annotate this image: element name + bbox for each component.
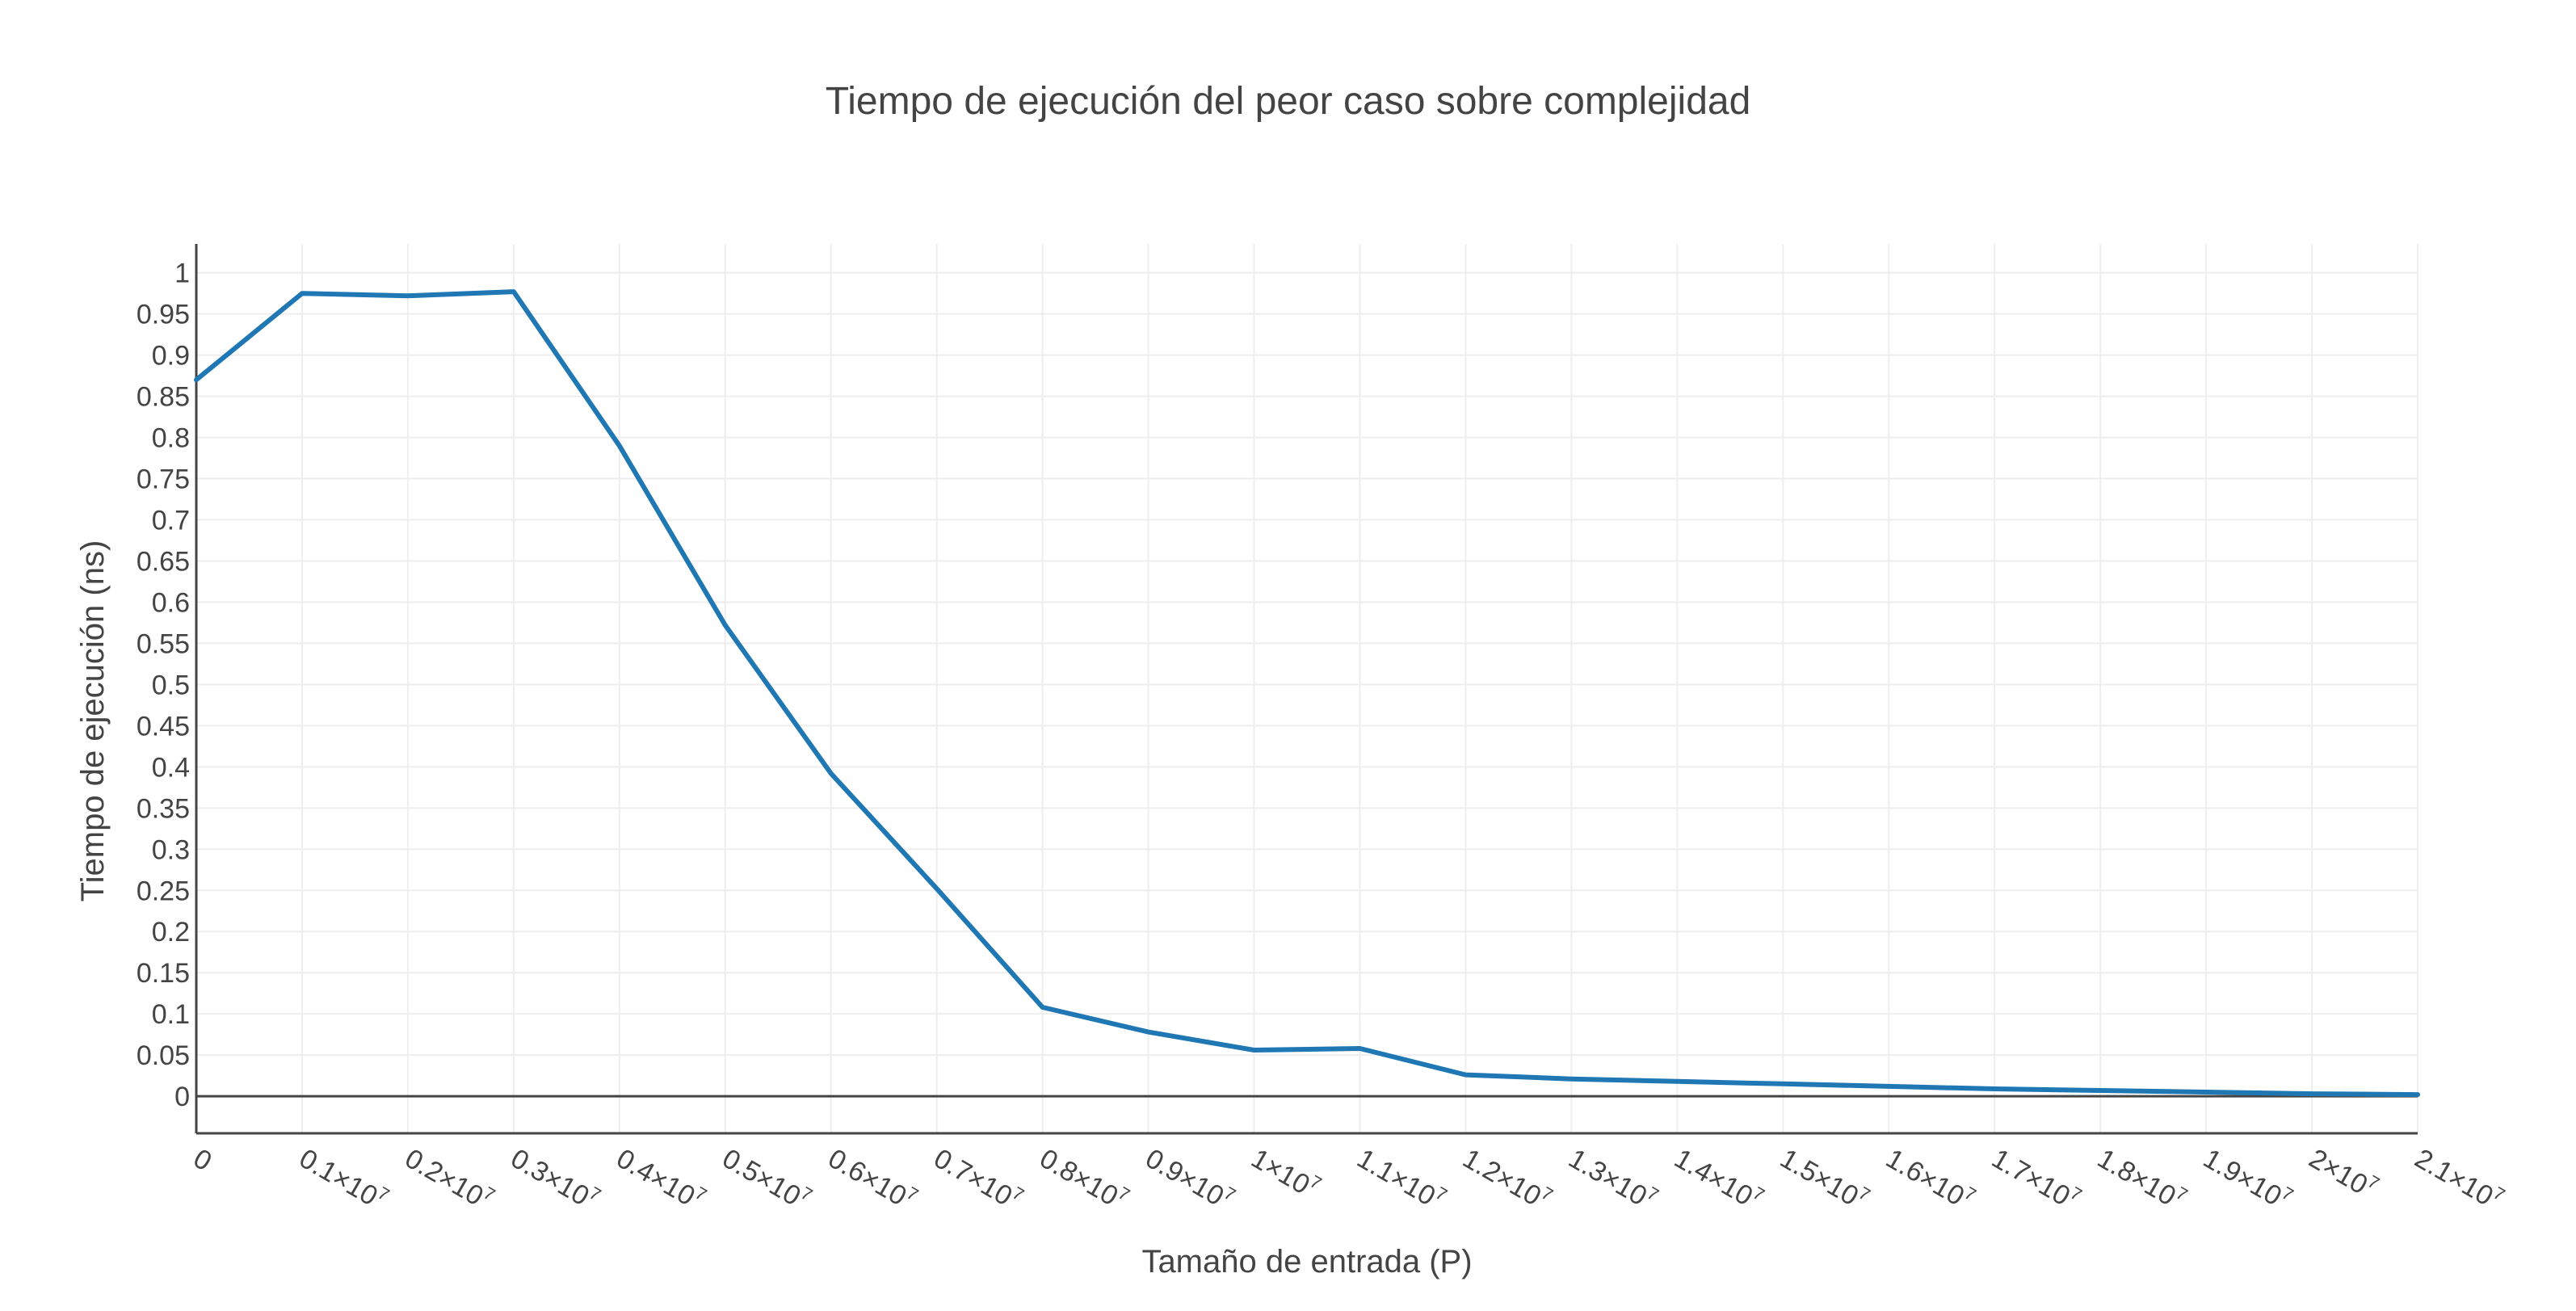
axes bbox=[195, 244, 2418, 1135]
x-tick-label-text: 1×107 bbox=[1246, 1141, 1326, 1206]
x-tick-mantissa: 1.2×10 bbox=[1457, 1143, 1546, 1212]
x-tick-label: 1.2×107 bbox=[1457, 1141, 1557, 1217]
y-tick-label: 0.7 bbox=[152, 506, 190, 536]
x-tick-label: 1.7×107 bbox=[1986, 1141, 2086, 1217]
x-tick-label: 0.4×107 bbox=[611, 1141, 711, 1217]
x-tick-mantissa: 0.1×10 bbox=[294, 1143, 383, 1212]
x-tick-label-text: 1.5×107 bbox=[1775, 1141, 1874, 1217]
y-tick-label: 1 bbox=[174, 258, 190, 289]
y-tick-label: 0.5 bbox=[152, 670, 190, 700]
x-tick-label-text: 2×107 bbox=[2304, 1141, 2383, 1206]
x-tick-label: 1×107 bbox=[1246, 1141, 1326, 1206]
x-tick-label-text: 0.4×107 bbox=[611, 1141, 711, 1217]
x-tick-mantissa: 0.2×10 bbox=[400, 1143, 489, 1212]
x-tick-label: 2×107 bbox=[2304, 1141, 2383, 1206]
tick-labels: 0 0.05 0.1 0.15 0.2 0.25 0.3 0.35 0.4 0.45 0.5 0.55… bbox=[137, 258, 2509, 1217]
x-tick-label-text: 1.9×107 bbox=[2198, 1141, 2297, 1217]
x-tick-label: 1.5×107 bbox=[1775, 1141, 1874, 1217]
x-tick-mantissa: 1.4×10 bbox=[1669, 1143, 1758, 1212]
x-tick-label-text: 0 bbox=[188, 1143, 216, 1177]
x-tick-label-text: 0.7×107 bbox=[929, 1141, 1028, 1217]
x-tick-label: 0.6×107 bbox=[823, 1141, 922, 1217]
x-tick-label: 1.1×107 bbox=[1351, 1141, 1451, 1217]
x-tick-mantissa: 1.3×10 bbox=[1563, 1143, 1652, 1212]
x-tick-label: 2.1×107 bbox=[2410, 1141, 2509, 1217]
y-tick-label: 0.55 bbox=[137, 628, 190, 659]
x-tick-mantissa: 0.6×10 bbox=[823, 1143, 912, 1212]
x-tick-mantissa: 0.3×10 bbox=[506, 1143, 595, 1212]
y-tick-label: 0.8 bbox=[152, 423, 190, 454]
x-tick-label: 0.5×107 bbox=[717, 1141, 817, 1217]
x-tick-label: 1.3×107 bbox=[1563, 1141, 1662, 1217]
y-tick-label: 0.25 bbox=[137, 876, 190, 906]
x-tick-label-text: 0.3×107 bbox=[506, 1141, 605, 1217]
x-tick-label: 0.2×107 bbox=[400, 1141, 499, 1217]
y-tick-label: 0.05 bbox=[137, 1040, 190, 1071]
grid bbox=[196, 244, 2418, 1133]
x-tick-label-text: 2.1×107 bbox=[2410, 1141, 2509, 1217]
series bbox=[194, 289, 2420, 1098]
x-tick-label: 1.8×107 bbox=[2092, 1141, 2191, 1217]
y-tick-label: 0.35 bbox=[137, 793, 190, 824]
x-tick-mantissa: 1.5×10 bbox=[1775, 1143, 1864, 1212]
x-tick-label: 1.6×107 bbox=[1881, 1141, 1980, 1217]
x-tick-label: 0.8×107 bbox=[1035, 1141, 1134, 1217]
y-tick-label: 0.95 bbox=[137, 300, 190, 330]
x-tick-label: 1.4×107 bbox=[1669, 1141, 1768, 1217]
x-tick-label-text: 0.6×107 bbox=[823, 1141, 922, 1217]
x-tick-label: 0.1×107 bbox=[294, 1141, 393, 1217]
x-tick-label: 0.3×107 bbox=[506, 1141, 605, 1217]
y-tick-label: 0.6 bbox=[152, 587, 190, 618]
x-tick-mantissa: 0.5×10 bbox=[717, 1143, 806, 1212]
x-tick-mantissa: 1.9×10 bbox=[2198, 1143, 2287, 1212]
x-tick-label-text: 0.5×107 bbox=[717, 1141, 817, 1217]
x-tick-label-text: 1.1×107 bbox=[1351, 1141, 1451, 1217]
x-tick-mantissa: 1.1×10 bbox=[1351, 1143, 1440, 1212]
y-tick-label: 0.2 bbox=[152, 917, 190, 948]
x-tick-label-text: 0.1×107 bbox=[294, 1141, 393, 1217]
x-tick-label-text: 1.6×107 bbox=[1881, 1141, 1980, 1217]
x-tick-label-text: 0.9×107 bbox=[1141, 1141, 1240, 1217]
x-tick-label: 0.7×107 bbox=[929, 1141, 1028, 1217]
y-axis-title: Tiempo de ejecución (ns) bbox=[75, 540, 111, 902]
x-tick-label-text: 1.4×107 bbox=[1669, 1141, 1768, 1217]
y-tick-label: 0.9 bbox=[152, 341, 190, 372]
x-axis-title: Tamaño de entrada (P) bbox=[1141, 1244, 1472, 1279]
x-tick-mantissa: 1×10 bbox=[1246, 1143, 1315, 1200]
x-tick-label: 0 bbox=[188, 1143, 216, 1177]
x-tick-mantissa: 0.7×10 bbox=[929, 1143, 1018, 1212]
x-tick-mantissa: 1.7×10 bbox=[1986, 1143, 2075, 1212]
y-tick-label: 0.15 bbox=[137, 958, 190, 989]
y-tick-label: 0 bbox=[174, 1082, 190, 1112]
x-tick-mantissa: 1.6×10 bbox=[1881, 1143, 1969, 1212]
series-line-0 bbox=[194, 289, 2420, 1098]
y-tick-label: 0.85 bbox=[137, 382, 190, 413]
y-tick-label: 0.75 bbox=[137, 464, 190, 495]
y-tick-label: 0.1 bbox=[152, 999, 190, 1030]
x-tick-mantissa: 0.4×10 bbox=[611, 1143, 700, 1212]
x-tick-mantissa: 0.9×10 bbox=[1141, 1143, 1229, 1212]
x-tick-mantissa: 2×10 bbox=[2304, 1143, 2372, 1200]
chart-title: Tiempo de ejecución del peor caso sobre … bbox=[825, 80, 1751, 123]
y-tick-label: 0.45 bbox=[137, 711, 190, 742]
x-tick-label-text: 1.7×107 bbox=[1986, 1141, 2086, 1217]
x-tick-label-text: 0.8×107 bbox=[1035, 1141, 1134, 1217]
x-tick-mantissa: 0 bbox=[188, 1143, 216, 1177]
y-tick-label: 0.3 bbox=[152, 834, 190, 865]
x-tick-mantissa: 2.1×10 bbox=[2410, 1143, 2498, 1212]
x-tick-label: 1.9×107 bbox=[2198, 1141, 2297, 1217]
x-tick-label-text: 0.2×107 bbox=[400, 1141, 499, 1217]
x-tick-mantissa: 1.8×10 bbox=[2092, 1143, 2181, 1212]
x-tick-label: 0.9×107 bbox=[1141, 1141, 1240, 1217]
y-tick-label: 0.4 bbox=[152, 752, 190, 783]
x-tick-label-text: 1.2×107 bbox=[1457, 1141, 1557, 1217]
x-tick-label-text: 1.8×107 bbox=[2092, 1141, 2191, 1217]
y-tick-label: 0.65 bbox=[137, 546, 190, 577]
x-tick-mantissa: 0.8×10 bbox=[1035, 1143, 1124, 1212]
x-tick-label-text: 1.3×107 bbox=[1563, 1141, 1662, 1217]
